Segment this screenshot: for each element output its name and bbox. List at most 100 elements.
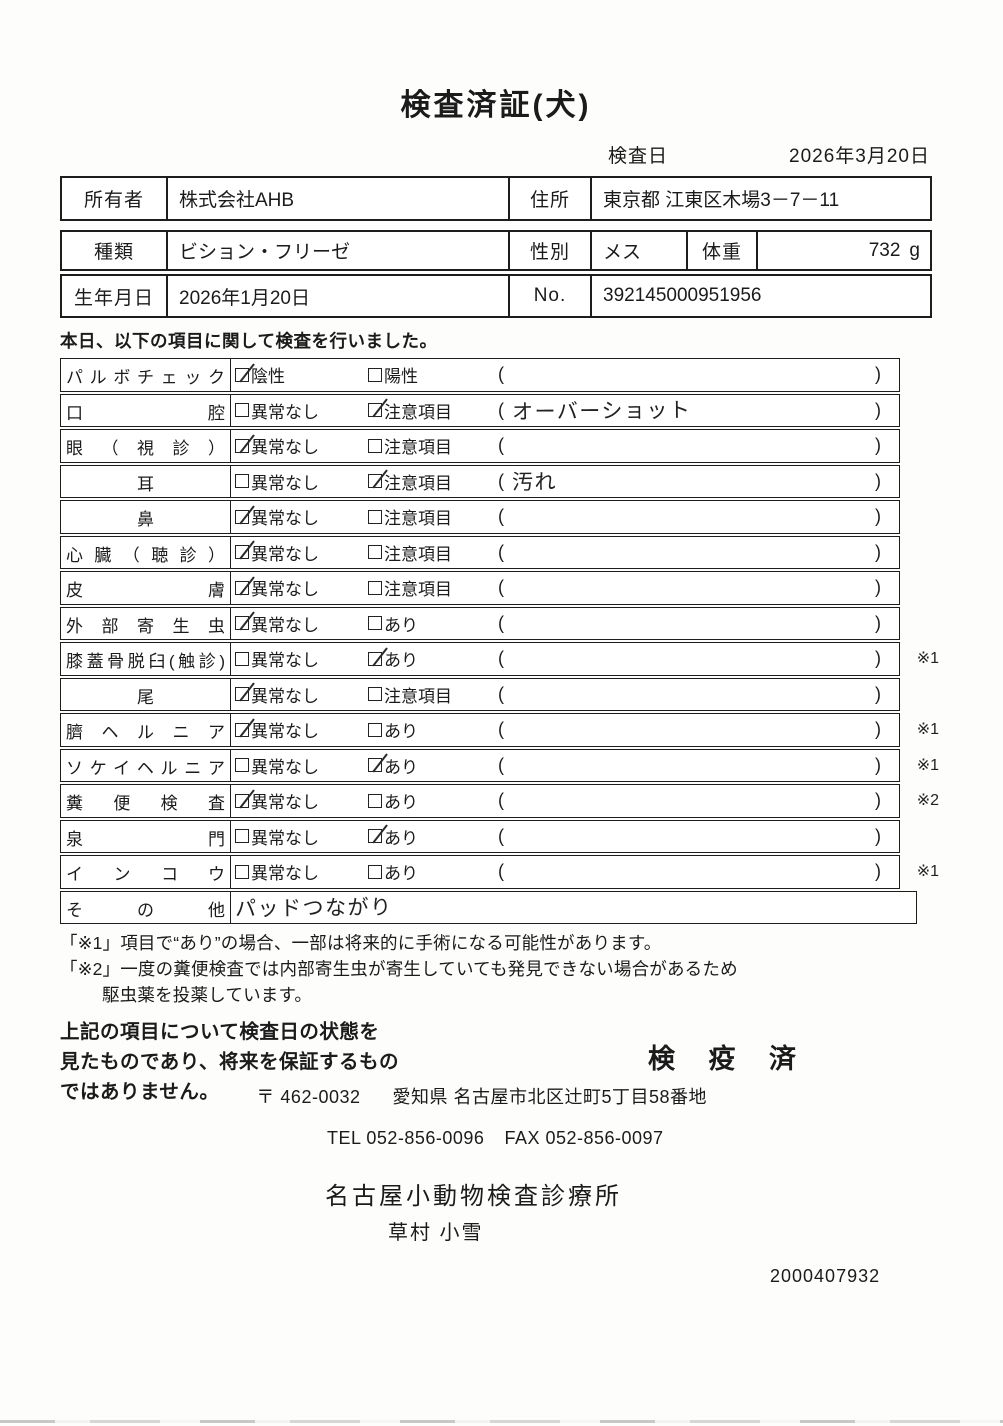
checked-checkbox-icon bbox=[368, 474, 382, 489]
breed-value: ビション・フリーゼ bbox=[166, 232, 508, 269]
exam-item-body: 異常なし 注意項目 () bbox=[231, 501, 899, 533]
checked-checkbox-icon bbox=[368, 829, 382, 844]
paren-open: ( bbox=[498, 790, 504, 811]
exam-option: 異常なし bbox=[235, 504, 368, 529]
exam-option: 異常なし bbox=[235, 398, 368, 423]
paren-close: ) bbox=[875, 435, 881, 456]
serial-number: 2000407932 bbox=[770, 1266, 881, 1286]
exam-row: 口腔 異常なし 注意項目 (オーバーショット) bbox=[60, 393, 900, 427]
owner-address-value: 東京都 江東区木場3－7－11 bbox=[590, 178, 930, 219]
exam-item-body: 異常なし 注意項目 (オーバーショット) bbox=[231, 395, 899, 427]
exam-option: 異常なし bbox=[235, 611, 368, 636]
exam-item-label: 臍ヘルニア bbox=[61, 714, 231, 746]
exam-option-label: 異常なし bbox=[251, 509, 319, 529]
paren-close: ) bbox=[875, 790, 881, 811]
exam-option: 異常なし bbox=[235, 753, 368, 778]
checked-checkbox-icon bbox=[368, 403, 382, 418]
exam-option-label: 注意項目 bbox=[384, 686, 452, 706]
exam-item-label: ソケイヘルニア bbox=[61, 749, 231, 781]
exam-option: 陰性 bbox=[235, 362, 368, 387]
inspection-date-row: 検査日 2026年3月20日 bbox=[60, 141, 932, 168]
exam-row: 糞便検査 異常なし あり () ※2 bbox=[60, 784, 939, 818]
paren-close: ) bbox=[875, 861, 881, 882]
unchecked-checkbox-icon bbox=[235, 651, 249, 666]
checked-checkbox-icon bbox=[235, 687, 249, 702]
paren-close: ) bbox=[875, 825, 881, 846]
exam-item-label: 膝蓋骨脱臼(触診) bbox=[61, 643, 231, 675]
unchecked-checkbox-icon bbox=[368, 687, 382, 702]
intro-sentence: 本日、以下の項目に関して検査を行いました。 bbox=[60, 331, 438, 351]
unchecked-checkbox-icon bbox=[235, 403, 249, 418]
exam-option-label: 異常なし bbox=[251, 473, 319, 493]
reference-mark: ※1 bbox=[916, 863, 939, 880]
exam-table: パルボチェック 陰性 陽性() 口腔 異常なし 注意項目(オーバーショット) 眼（視診） 異常… bbox=[60, 358, 939, 924]
exam-option: 異常なし bbox=[235, 717, 368, 742]
exam-option-label: 異常なし bbox=[251, 722, 319, 742]
no-label: No. bbox=[508, 276, 590, 316]
exam-option-label: あり bbox=[384, 864, 418, 884]
exam-item-label: 耳 bbox=[61, 465, 231, 497]
exam-option: 注意項目 bbox=[368, 398, 498, 423]
clinic-tel: TEL 052-856-0096 bbox=[327, 1128, 485, 1148]
exam-option-label: 注意項目 bbox=[384, 473, 452, 493]
exam-option-label: 異常なし bbox=[251, 402, 319, 422]
exam-item-label: その他 bbox=[61, 891, 231, 923]
checked-checkbox-icon bbox=[235, 722, 249, 737]
paren-open: ( bbox=[498, 648, 504, 669]
exam-row: 尾異常なし 注意項目 () bbox=[60, 677, 900, 711]
exam-row: 泉門 異常なし あり () bbox=[60, 819, 900, 853]
exam-item-label: 眼（視診） bbox=[61, 430, 231, 462]
exam-item-label: 鼻 bbox=[61, 501, 231, 533]
scan-artifact bbox=[0, 1420, 1003, 1423]
checked-checkbox-icon bbox=[235, 580, 249, 595]
pet-info-row1: 種類 ビション・フリーゼ 性別 メス 体重 732 g bbox=[60, 230, 932, 271]
exam-row: 耳異常なし 注意項目 (汚れ) bbox=[60, 464, 900, 498]
paren-close: ) bbox=[875, 754, 881, 775]
checked-checkbox-icon bbox=[235, 438, 249, 453]
exam-item-body: 異常なし あり () bbox=[231, 821, 899, 853]
exam-item-label: 外部寄生虫 bbox=[61, 607, 231, 639]
reference-mark: ※2 bbox=[916, 792, 939, 809]
exam-item-label: 泉門 bbox=[61, 820, 231, 852]
exam-option-label: あり bbox=[384, 757, 418, 777]
exam-option-label: 注意項目 bbox=[384, 438, 452, 458]
reference-mark: ※1 bbox=[916, 756, 939, 774]
exam-option-label: 注意項目 bbox=[384, 544, 452, 564]
paren-content: オーバーショット bbox=[504, 395, 875, 425]
unchecked-checkbox-icon bbox=[368, 367, 382, 382]
certificate-document: 検査済証(犬) 検査日 2026年3月20日 所有者 株式会社AHB 住所 東京… bbox=[60, 0, 939, 1287]
weight-label: 体重 bbox=[686, 232, 756, 269]
unchecked-checkbox-icon bbox=[235, 864, 249, 879]
checked-checkbox-icon bbox=[235, 616, 249, 631]
paren-close: ) bbox=[875, 683, 881, 704]
paren-open: ( bbox=[498, 825, 504, 846]
sex-value: メス bbox=[590, 232, 686, 269]
paren-open: ( bbox=[498, 399, 504, 420]
exam-option-label: 注意項目 bbox=[384, 509, 452, 529]
exam-item-body: 異常なし 注意項目 () bbox=[231, 679, 899, 711]
exam-item-body: 異常なし 注意項目 () bbox=[231, 430, 899, 462]
exam-option-label: 陰性 bbox=[251, 367, 285, 387]
inspection-date-label: 検査日 bbox=[608, 146, 669, 167]
exam-option-label: 異常なし bbox=[251, 651, 319, 671]
paren-open: ( bbox=[498, 612, 504, 633]
exam-row: パルボチェック 陰性 陽性 () bbox=[60, 358, 900, 392]
disclaimer: 上記の項目について検査日の状態を 見たものであり、将来を保証するもの ではありま… bbox=[60, 1017, 932, 1107]
paren-open: ( bbox=[498, 541, 504, 562]
exam-option: あり bbox=[368, 646, 498, 671]
exam-item-label: 皮膚 bbox=[61, 572, 231, 604]
exam-option-label: あり bbox=[384, 793, 418, 813]
exam-option-label: 陽性 bbox=[384, 367, 418, 387]
reference-mark: ※1 bbox=[916, 721, 939, 738]
exam-item-label: 口腔 bbox=[61, 394, 231, 426]
weight-value-cell: 732 g bbox=[756, 232, 930, 269]
unchecked-checkbox-icon bbox=[368, 616, 382, 631]
exam-option: あり bbox=[368, 859, 498, 884]
exam-item-body: 異常なし あり () bbox=[231, 643, 899, 675]
exam-item-body: 陰性 陽性 () bbox=[231, 359, 899, 391]
clinic-name: 名古屋小動物検査診療所 bbox=[325, 1183, 622, 1210]
exam-option: あり bbox=[368, 717, 498, 742]
exam-option-label: 異常なし bbox=[251, 615, 319, 635]
exam-option-label: あり bbox=[384, 828, 418, 848]
exam-option: 注意項目 bbox=[368, 433, 498, 458]
